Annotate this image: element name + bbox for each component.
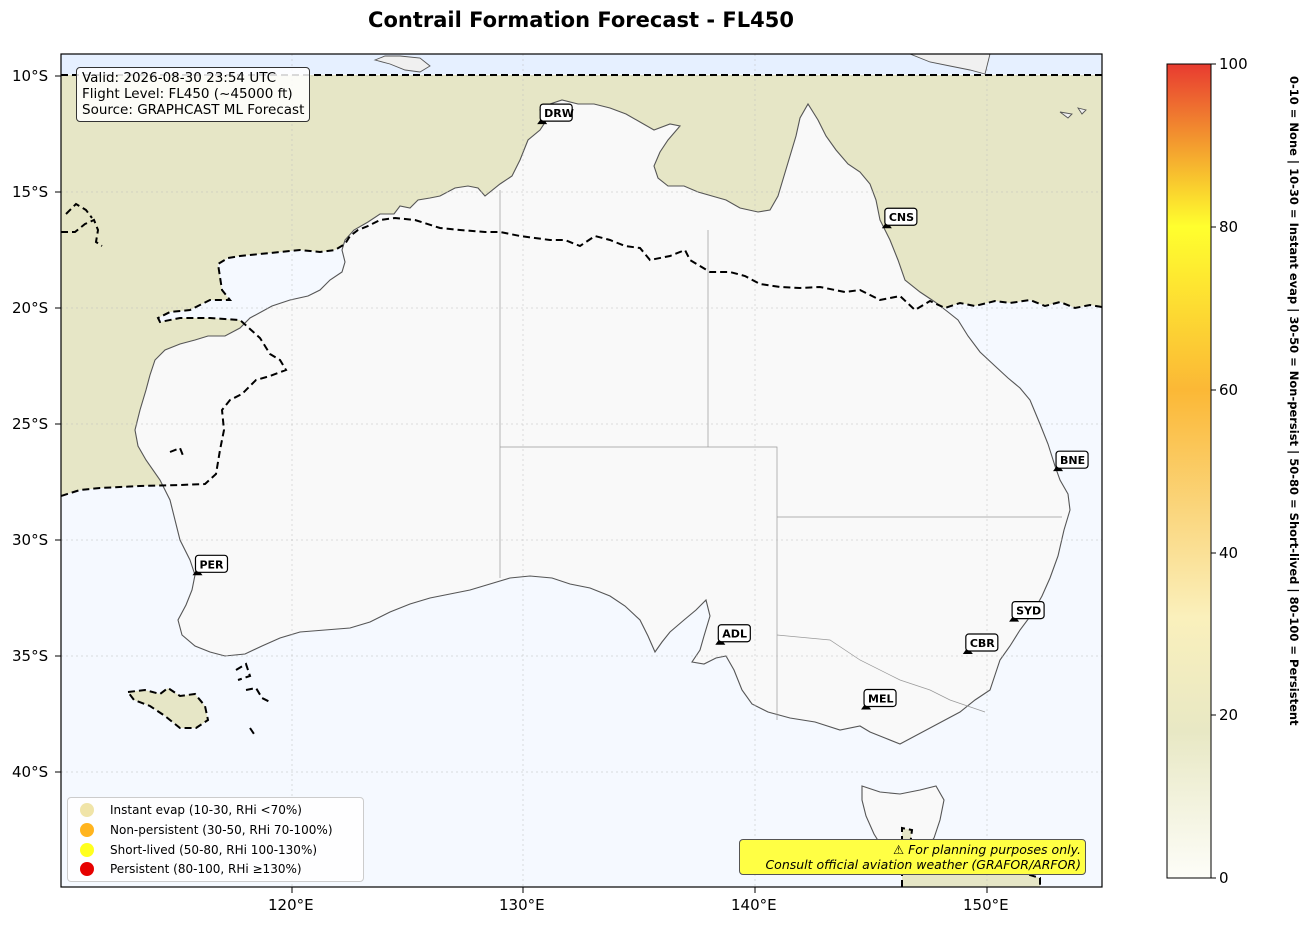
colorbar	[1166, 63, 1212, 879]
colorbar-tick-label: 60	[1219, 381, 1239, 399]
airport-code: MEL	[868, 693, 893, 706]
planning-warning: ⚠ For planning purposes only. Consult of…	[739, 839, 1086, 875]
lat-label: 25°S	[12, 415, 49, 433]
legend: Instant evap (10-30, RHi <70%) Non-persi…	[67, 797, 364, 882]
airport-per: PER	[192, 554, 229, 576]
legend-item: Non-persistent (30-50, RHi 70-100%)	[80, 821, 333, 839]
axis-ticks	[55, 75, 988, 893]
airport-label-box	[863, 688, 897, 708]
airport-code: CBR	[970, 637, 995, 650]
map-frame	[60, 53, 1103, 888]
lat-label: 10°S	[12, 67, 49, 85]
airport-code: DRW	[544, 107, 574, 120]
valid-time: Valid: 2026-08-30 23:54 UTC	[82, 70, 277, 86]
island-coastlines	[373, 54, 1087, 119]
airport-label-box	[717, 624, 751, 643]
lat-label: 20°S	[12, 299, 49, 317]
airport-code: ADL	[722, 628, 747, 641]
airport-label-box	[1011, 600, 1045, 620]
airport-label-box	[965, 633, 999, 652]
legend-label: Non-persistent (30-50, RHi 70-100%)	[110, 823, 333, 837]
airport-bne: BNE	[1053, 450, 1089, 472]
airport-code: CNS	[889, 211, 914, 224]
colorbar-tick-label: 100	[1219, 55, 1248, 73]
flight-level: Flight Level: FL450 (~45000 ft)	[82, 86, 293, 102]
legend-label: Persistent (80-100, RHi ≥130%)	[110, 862, 302, 876]
colorbar-tick-label: 80	[1219, 218, 1239, 236]
airport-code: PER	[199, 558, 224, 571]
airport-label-box	[539, 103, 573, 122]
airport-code: SYD	[1016, 605, 1041, 618]
forecast-info-box: Valid: 2026-08-30 23:54 UTC Flight Level…	[76, 67, 311, 122]
legend-item: Short-lived (50-80, RHi 100-130%)	[80, 841, 317, 859]
map-layers	[61, 54, 1102, 887]
colorbar-tick-label: 40	[1219, 544, 1239, 562]
airport-cns: CNS	[881, 207, 918, 229]
contrail-zone-sw	[128, 688, 208, 728]
airport-cbr: CBR	[962, 633, 999, 654]
lon-label: 150°E	[963, 896, 1009, 914]
airport-label-box	[1055, 450, 1089, 469]
north-band	[61, 54, 1102, 74]
airport-adl: ADL	[715, 624, 751, 645]
legend-swatch	[80, 803, 94, 817]
lat-label: 15°S	[12, 183, 49, 201]
australia-land	[134, 99, 1071, 745]
legend-label: Instant evap (10-30, RHi <70%)	[110, 803, 302, 817]
warning-line-1: ⚠ For planning purposes only.	[893, 842, 1081, 857]
warning-line-2: Consult official aviation weather (GRAFO…	[765, 857, 1081, 872]
lon-label: 140°E	[731, 896, 777, 914]
figure-title: Contrail Formation Forecast - FL450	[368, 8, 794, 32]
colorbar-tick-label: 0	[1219, 869, 1229, 887]
legend-swatch	[80, 843, 94, 857]
colorbar-ticks	[1211, 63, 1216, 879]
legend-item: Instant evap (10-30, RHi <70%)	[80, 801, 302, 819]
airport-markers: DRW CNS BNE PER ADL SYD CBR MEL	[192, 103, 1089, 710]
legend-swatch	[80, 823, 94, 837]
contrail-boundaries	[61, 74, 1102, 887]
legend-item: Persistent (80-100, RHi ≥130%)	[80, 860, 302, 878]
lat-label: 40°S	[12, 763, 49, 781]
colorbar-caption-text: 0-10 = None | 10-30 = Instant evap | 30-…	[1287, 76, 1301, 726]
airport-drw: DRW	[537, 103, 574, 125]
colorbar-caption: 0-10 = None | 10-30 = Instant evap | 30-…	[1287, 76, 1301, 868]
state-borders	[499, 190, 1062, 720]
forecast-source: Source: GRAPHCAST ML Forecast	[82, 102, 305, 118]
lat-label: 30°S	[12, 531, 49, 549]
colorbar-tick-label: 20	[1219, 706, 1239, 724]
airport-syd: SYD	[1009, 600, 1045, 622]
airport-label-box	[884, 207, 918, 226]
legend-label: Short-lived (50-80, RHi 100-130%)	[110, 843, 318, 857]
lon-label: 120°E	[268, 896, 314, 914]
airport-code: BNE	[1060, 454, 1085, 467]
lon-label: 130°E	[499, 896, 545, 914]
legend-swatch	[80, 862, 94, 876]
lat-label: 35°S	[12, 647, 49, 665]
airport-label-box	[194, 554, 229, 573]
airport-mel: MEL	[861, 688, 897, 710]
